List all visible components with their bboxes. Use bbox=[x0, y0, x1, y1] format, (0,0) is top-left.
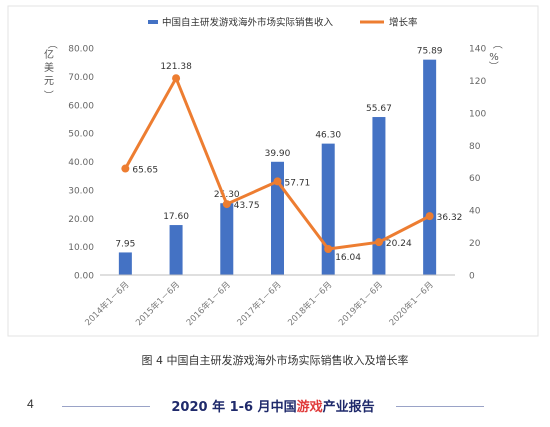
right-axis-bracket-open: （ bbox=[491, 39, 503, 49]
bar bbox=[423, 59, 437, 275]
left-axis-bracket-close: ） bbox=[42, 90, 54, 100]
footer-rule-right bbox=[396, 406, 484, 407]
bar bbox=[118, 252, 132, 275]
right-tick-label: 20 bbox=[469, 239, 481, 249]
bar-value-label: 17.60 bbox=[163, 212, 189, 222]
line-point bbox=[273, 177, 282, 186]
line-point bbox=[121, 164, 130, 173]
left-tick-label: 60.00 bbox=[68, 101, 94, 111]
left-tick-label: 70.00 bbox=[68, 73, 94, 83]
line-value-label: 36.32 bbox=[437, 213, 463, 223]
right-tick-label: 60 bbox=[469, 174, 481, 184]
bar bbox=[169, 225, 183, 275]
left-tick-label: 40.00 bbox=[68, 158, 94, 168]
bar bbox=[271, 161, 284, 275]
line-point bbox=[172, 74, 181, 83]
left-tick-label: 10.00 bbox=[68, 243, 94, 253]
bar bbox=[321, 143, 335, 275]
line-value-label: 43.75 bbox=[234, 201, 260, 211]
line-point bbox=[222, 200, 231, 209]
page-number: 4 bbox=[27, 397, 34, 411]
right-tick-label: 0 bbox=[469, 272, 475, 282]
left-tick-label: 30.00 bbox=[68, 186, 94, 196]
left-tick-label: 20.00 bbox=[68, 215, 94, 225]
bar-value-label: 46.30 bbox=[315, 131, 341, 141]
report-title-suffix: 产业报告 bbox=[322, 400, 375, 415]
report-title-highlight: 游戏 bbox=[296, 400, 323, 415]
combo-chart: 0.00 10.00 20.00 30.00 40.00 50.00 60.00 70.00 8… bbox=[7, 5, 539, 337]
bar bbox=[220, 203, 234, 275]
right-tick-label: 80 bbox=[469, 142, 481, 152]
line-value-label: 121.38 bbox=[160, 62, 192, 72]
legend-label-line: 增长率 bbox=[389, 17, 418, 29]
bar-series: 7.95 17.60 25.30 39.90 46.30 55.67 75.89 bbox=[115, 47, 443, 275]
line-value-label: 57.71 bbox=[285, 178, 311, 188]
figure-caption: 图 4 中国自主研发游戏海外市场实际销售收入及增长率 bbox=[141, 354, 409, 367]
line-series: 65.65 121.38 43.75 57.71 16.04 20.24 36.32 bbox=[121, 62, 462, 263]
bar bbox=[372, 117, 386, 275]
left-axis-label-char: 元 bbox=[44, 76, 54, 87]
line-point bbox=[425, 212, 434, 221]
left-axis-bracket-open: （ bbox=[46, 39, 58, 49]
right-tick-label: 40 bbox=[469, 207, 481, 217]
footer-rule-left bbox=[62, 406, 150, 407]
report-title-prefix: 2020 年 1-6 月中国 bbox=[171, 400, 297, 415]
bar-value-label: 55.67 bbox=[366, 104, 392, 114]
bar-value-label: 39.90 bbox=[265, 149, 291, 159]
left-tick-label: 50.00 bbox=[68, 130, 94, 140]
line-point bbox=[374, 238, 383, 247]
right-axis-bracket-close: ） bbox=[487, 61, 499, 71]
left-axis: 0.00 10.00 20.00 30.00 40.00 50.00 60.00 70.00 8… bbox=[42, 39, 94, 282]
left-tick-label: 80.00 bbox=[68, 45, 94, 55]
right-tick-label: 100 bbox=[469, 109, 486, 119]
right-axis-label: % bbox=[489, 52, 499, 63]
left-axis-label-char: 美 bbox=[44, 61, 54, 74]
right-tick-label: 120 bbox=[469, 77, 486, 87]
bar-value-label: 75.89 bbox=[417, 47, 443, 57]
right-tick-label: 140 bbox=[469, 45, 486, 55]
line-point bbox=[324, 244, 333, 253]
bar-value-label: 25.30 bbox=[214, 190, 240, 200]
right-axis: 0 20 40 60 80 100 120 140 （%） bbox=[469, 39, 503, 282]
legend-swatch-bar bbox=[148, 20, 158, 24]
line-value-label: 20.24 bbox=[386, 239, 412, 249]
report-title: 2020 年 1-6 月中国游戏产业报告 bbox=[150, 396, 396, 415]
line-value-label: 16.04 bbox=[335, 253, 361, 263]
left-axis-label-char: 亿 bbox=[44, 48, 54, 61]
bar-value-label: 7.95 bbox=[115, 239, 135, 249]
page-footer: 4 2020 年 1-6 月中国游戏产业报告 bbox=[0, 396, 550, 418]
line-value-label: 65.65 bbox=[132, 166, 158, 176]
legend-label-bar: 中国自主研发游戏海外市场实际销售收入 bbox=[162, 17, 334, 29]
left-tick-label: 0.00 bbox=[74, 272, 94, 282]
legend: 中国自主研发游戏海外市场实际销售收入 增长率 bbox=[148, 17, 418, 29]
